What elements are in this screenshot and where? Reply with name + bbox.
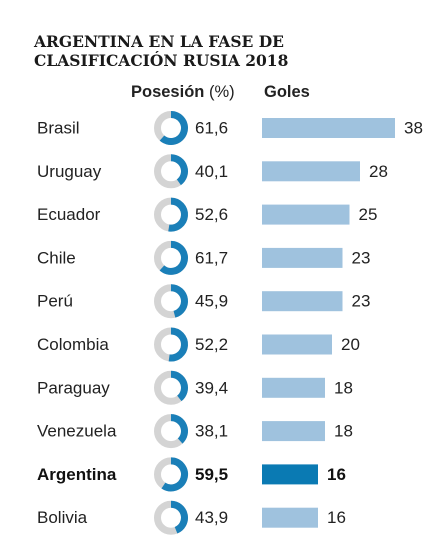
country-label-chile: Chile [37, 248, 76, 267]
country-label-ecuador: Ecuador [37, 205, 101, 224]
goals-value-chile: 23 [352, 248, 371, 267]
possession-donut-fill-chile [159, 240, 188, 275]
goals-value-ecuador: 25 [359, 205, 378, 224]
goals-bar-paraguay [262, 377, 325, 398]
possession-value-chile: 61,7 [195, 248, 228, 267]
possession-value-colombia: 52,2 [195, 335, 228, 354]
goals-value-uruguay: 28 [369, 162, 388, 181]
goals-value-peru: 23 [352, 292, 371, 311]
country-label-venezuela: Venezuela [37, 422, 117, 441]
possession-value-venezuela: 38,1 [195, 422, 228, 441]
goals-value-argentina: 16 [327, 465, 346, 484]
goals-bar-peru [262, 291, 343, 312]
possession-value-uruguay: 40,1 [195, 162, 228, 181]
possession-value-paraguay: 39,4 [195, 378, 228, 397]
goals-value-bolivia: 16 [327, 508, 346, 527]
country-label-colombia: Colombia [37, 335, 109, 354]
goals-bar-brasil [262, 118, 395, 138]
possession-donut-fill-peru [170, 284, 188, 318]
goals-value-colombia: 20 [341, 335, 360, 354]
chart-title-line-1: ARGENTINA EN LA FASE DE [34, 32, 284, 51]
goals-bar-colombia [262, 334, 332, 355]
country-label-bolivia: Bolivia [37, 508, 88, 527]
possession-donut-fill-argentina [161, 457, 188, 492]
possession-donut-fill-brasil [159, 111, 188, 145]
posesion-header-unit: (%) [208, 83, 235, 101]
possession-value-brasil: 61,6 [195, 119, 228, 138]
goals-bar-venezuela [262, 421, 325, 442]
possession-donut-fill-bolivia [170, 500, 188, 534]
possession-value-bolivia: 43,9 [195, 508, 228, 527]
goals-value-brasil: 38 [404, 119, 423, 138]
goals-value-paraguay: 18 [334, 378, 353, 397]
possession-donut-fill-colombia [168, 327, 188, 362]
goals-bar-ecuador [262, 204, 350, 225]
chart-title: ARGENTINA EN LA FASE DE CLASIFICACIÓN RU… [34, 32, 414, 70]
possession-donut-fill-venezuela [170, 414, 188, 444]
possession-donut-fill-paraguay [170, 370, 188, 402]
country-label-brasil: Brasil [37, 119, 80, 138]
goles-header-label: Goles [264, 83, 310, 101]
posesion-header-label: Posesión [131, 83, 205, 101]
country-label-paraguay: Paraguay [37, 378, 110, 397]
goals-bar-chile [262, 247, 343, 268]
possession-donut-fill-uruguay [170, 154, 188, 186]
posesion-header: Posesión (%) [131, 83, 235, 102]
possession-value-argentina: 59,5 [195, 465, 228, 484]
possession-value-ecuador: 52,6 [195, 205, 228, 224]
possession-value-peru: 45,9 [195, 292, 228, 311]
goals-bar-argentina [262, 464, 318, 485]
possession-donut-fill-ecuador [168, 197, 188, 232]
goals-bar-uruguay [262, 161, 360, 182]
country-label-peru: Perú [37, 292, 73, 311]
country-label-argentina: Argentina [37, 465, 117, 484]
goals-value-venezuela: 18 [334, 422, 353, 441]
country-label-uruguay: Uruguay [37, 162, 102, 181]
chart-title-line-2: CLASIFICACIÓN RUSIA 2018 [34, 51, 289, 70]
goles-header: Goles [264, 83, 310, 102]
goals-bar-bolivia [262, 507, 318, 528]
